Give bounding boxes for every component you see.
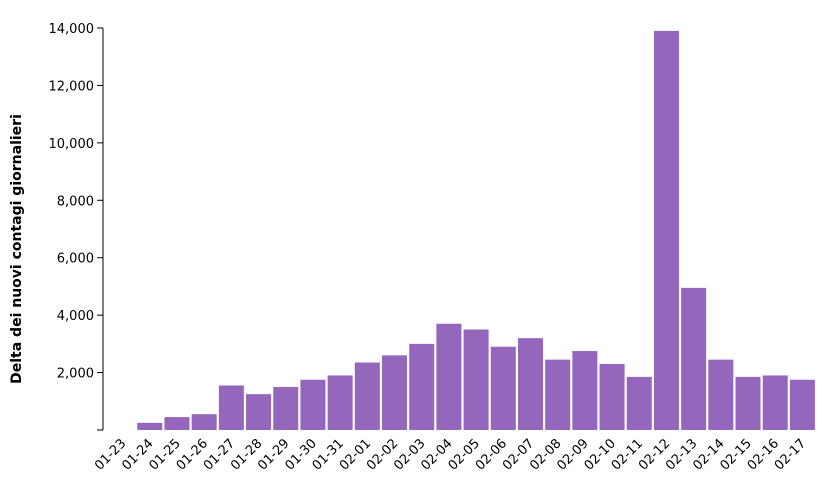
x-axis: 01-2301-2401-2501-2601-2701-2801-2901-30… <box>92 436 809 473</box>
y-tick-label: 6,000 <box>57 252 94 267</box>
bar <box>354 362 380 430</box>
bar <box>708 359 734 430</box>
bar <box>436 323 462 430</box>
bar <box>191 414 217 430</box>
y-tick-label: 14,000 <box>49 22 95 37</box>
bar <box>409 343 435 430</box>
bar <box>300 379 326 430</box>
y-tick-label: 8,000 <box>57 194 94 209</box>
y-tick-label: 2,000 <box>57 367 94 382</box>
bar <box>490 346 516 430</box>
bar <box>218 385 244 430</box>
y-axis: 2,000 4,000 6,000 8,000 10,000 12,000 14,000 <box>49 22 104 431</box>
bar <box>273 386 299 430</box>
bar <box>137 422 163 430</box>
bar <box>382 355 408 430</box>
y-tick-label: 12,000 <box>49 79 95 94</box>
bar <box>246 394 272 430</box>
bar <box>545 359 571 430</box>
bars <box>137 30 815 430</box>
y-axis-title: Delta dei nuovi contagi giornalieri <box>9 114 25 384</box>
bar <box>762 375 788 430</box>
bar <box>681 287 707 430</box>
bar <box>626 376 652 430</box>
x-tick-label: 02-17 <box>772 436 809 473</box>
bar <box>164 417 190 430</box>
bar <box>735 376 761 430</box>
bar <box>327 375 353 430</box>
y-tick-label: 4,000 <box>57 309 94 324</box>
bar <box>789 379 815 430</box>
bar <box>599 363 625 430</box>
bar <box>463 329 489 430</box>
bar <box>517 338 543 430</box>
bar <box>653 30 679 430</box>
bar <box>572 351 598 430</box>
y-tick-label: 10,000 <box>49 137 95 152</box>
